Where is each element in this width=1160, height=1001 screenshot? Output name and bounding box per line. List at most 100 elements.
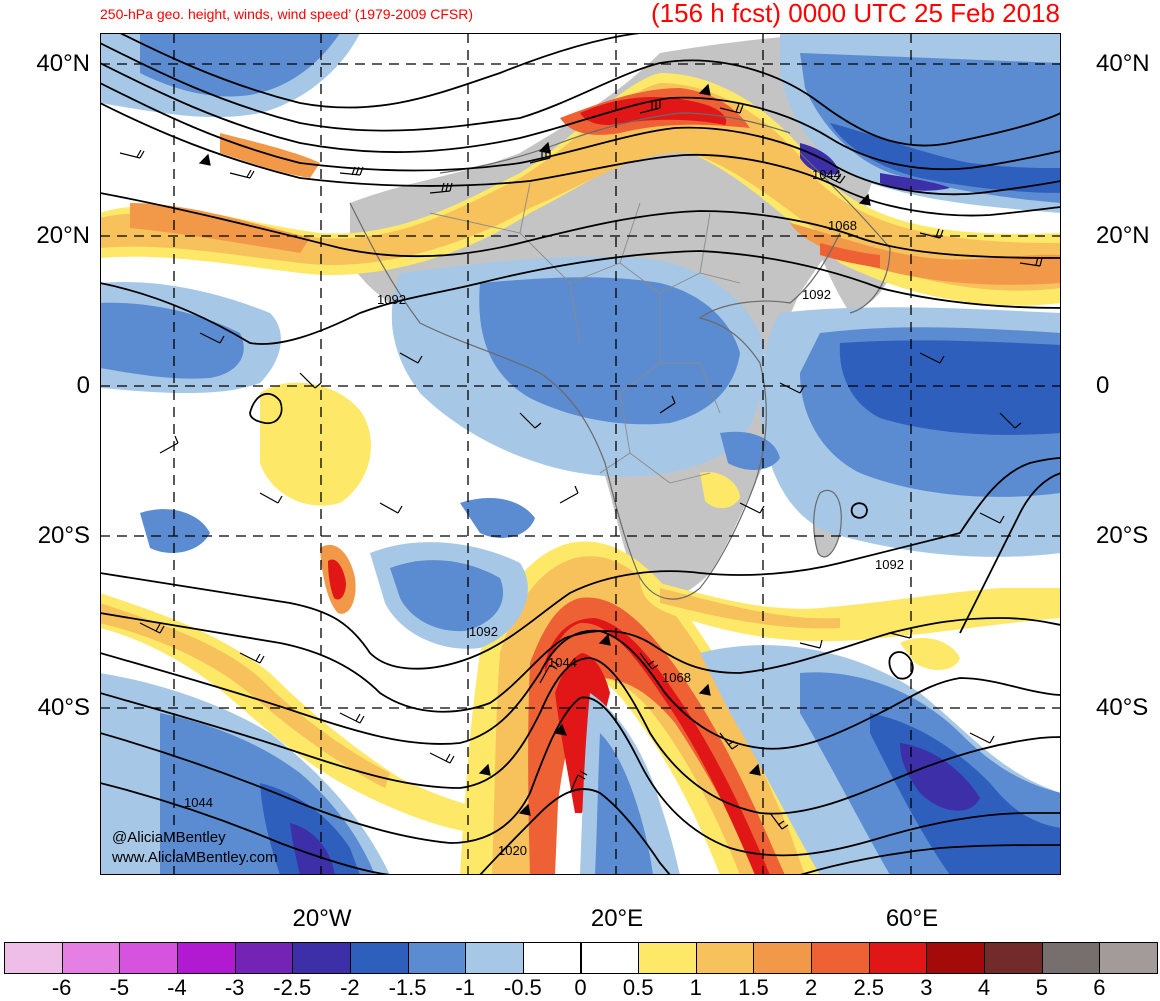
atlantic-eq-mod: [100, 302, 244, 379]
lat-label-left: 40°N: [36, 50, 90, 77]
contour-label: 1044: [812, 167, 841, 182]
contour-n2: [100, 42, 1061, 147]
trough-south-center-mod: [595, 733, 653, 875]
misc-blue-patches: [140, 431, 780, 553]
contour-label: 1068: [662, 670, 691, 685]
colorbar-label: 2.5: [853, 975, 885, 1000]
credit-site: www.AliciaMBentley.com: [112, 849, 278, 866]
contour-cyclone: [850, 502, 868, 519]
contour-label: 1092: [469, 624, 498, 639]
barb-group-sh-jet: [139, 622, 995, 830]
colorbar-swatch: [926, 942, 986, 974]
coast-madagascar: [813, 489, 842, 558]
contour-s8: [799, 844, 1061, 875]
colorbar-swatch: [1041, 942, 1101, 974]
lat-label-right: 40°N: [1096, 50, 1150, 77]
atlantic-south-mod: [390, 560, 504, 632]
north-west-mod: [140, 33, 340, 97]
borders-africa: [429, 182, 741, 484]
map-title-right: (156 h fcst) 0000 UTC 25 Feb 2018: [650, 0, 1060, 28]
contour-n6: [100, 192, 1061, 259]
colorbar-swatch: [61, 942, 121, 974]
colorbar-label: 0: [574, 975, 587, 1000]
contour-s5: [100, 696, 1061, 857]
negative-anomalies: [100, 33, 1061, 875]
colorbar-label: -2.5: [273, 975, 312, 1000]
colorbar-swatch: [349, 942, 409, 974]
colorbar-label: -1: [455, 975, 475, 1000]
colorbar-label: -0.5: [503, 975, 542, 1000]
contour-low-indian: [888, 651, 914, 680]
contour-s2: [100, 612, 1061, 713]
contour-n5: [100, 102, 1061, 217]
barb-group-tropics: [159, 332, 1022, 524]
colorbar-swatch: [4, 942, 63, 974]
contour-label: 1092: [802, 287, 831, 302]
colorbar-swatch: [465, 942, 524, 974]
contour-s-low: [249, 392, 283, 425]
colorbar-swatch: [695, 942, 755, 974]
colorbar-label: 3: [920, 975, 933, 1000]
contour-s7: [479, 788, 671, 875]
colorbar-label: 0.5: [622, 975, 654, 1000]
north-east-trough-mod: [800, 53, 1061, 203]
colorbar-label: -3: [224, 975, 245, 1000]
contour-n7: [100, 250, 1061, 345]
contour-label: 1068: [828, 218, 857, 233]
lat-label-left: 40°S: [37, 694, 90, 721]
colorbar-label: -2: [340, 975, 360, 1000]
lat-label-left: 20°N: [36, 222, 90, 249]
lon-label: 20°W: [292, 905, 352, 932]
colorbar-swatch: [522, 942, 582, 974]
africa-interior-mod: [479, 277, 740, 425]
colorbar-swatch: [176, 942, 236, 974]
coast-africa: [349, 202, 841, 600]
eq-atlantic-blob-outer: [260, 382, 371, 506]
contour-s3: [100, 629, 1061, 750]
contour-n3: [100, 62, 1061, 171]
colorbar-swatch: [638, 942, 697, 974]
contour-label: 1092: [377, 292, 406, 307]
colorbar-label: 4: [977, 975, 991, 1000]
lat-label-right: 20°S: [1096, 522, 1149, 549]
contour-s4: [100, 657, 1061, 815]
colorbar-swatch: [407, 942, 467, 974]
indian-ocean-strong: [839, 340, 1061, 435]
map-frame: [100, 33, 1061, 875]
south-indian-core: [900, 743, 980, 811]
colorbar-label: 2: [804, 975, 818, 1000]
colorbar-swatch: [234, 942, 294, 974]
coast-arabia: [799, 152, 891, 314]
lat-label-right: 0: [1096, 372, 1110, 399]
map-panel: 1044 1068 1092 1092 1092 1092 1044 1068 …: [100, 33, 1061, 875]
colorbar-label: -1.5: [388, 975, 427, 1000]
graticule: [100, 33, 1061, 875]
wind-barbs: [119, 83, 1043, 830]
lat-label-right: 20°N: [1096, 222, 1150, 249]
jet-south-west-band-inner: [100, 603, 390, 788]
colorbar-label: -4: [167, 975, 187, 1000]
barb-group-nh-jet: [119, 83, 1043, 267]
southern-mid-band: [640, 578, 1061, 642]
colorbar-swatch: [984, 942, 1043, 974]
contour-s6: [100, 782, 391, 875]
colorbar-label: -6: [51, 975, 72, 1000]
lat-label-left: 20°S: [37, 522, 90, 549]
lon-label: 20°E: [590, 905, 644, 932]
credit-handle: @AliciaMBentley: [112, 829, 226, 846]
lat-label-right: 40°S: [1096, 694, 1149, 721]
jet-south-max: [544, 618, 770, 875]
contour-label: 1092: [875, 557, 904, 572]
colorbar-label: 6: [1093, 975, 1106, 1000]
colorbar-swatch: [753, 942, 813, 974]
colorbar-swatch: [868, 942, 928, 974]
height-contours: [100, 33, 1061, 875]
south-atlantic-low-strong: [260, 783, 360, 875]
colorbar-swatch: [580, 942, 640, 974]
sw-atlantic-blob-core: [328, 559, 346, 600]
colorbar-label: -5: [109, 975, 130, 1000]
lon-label: 60°E: [885, 905, 939, 932]
north-east-trough-core: [800, 143, 950, 191]
south-atlantic-low-core: [290, 823, 335, 875]
colorbar-label: 5: [1035, 975, 1048, 1000]
